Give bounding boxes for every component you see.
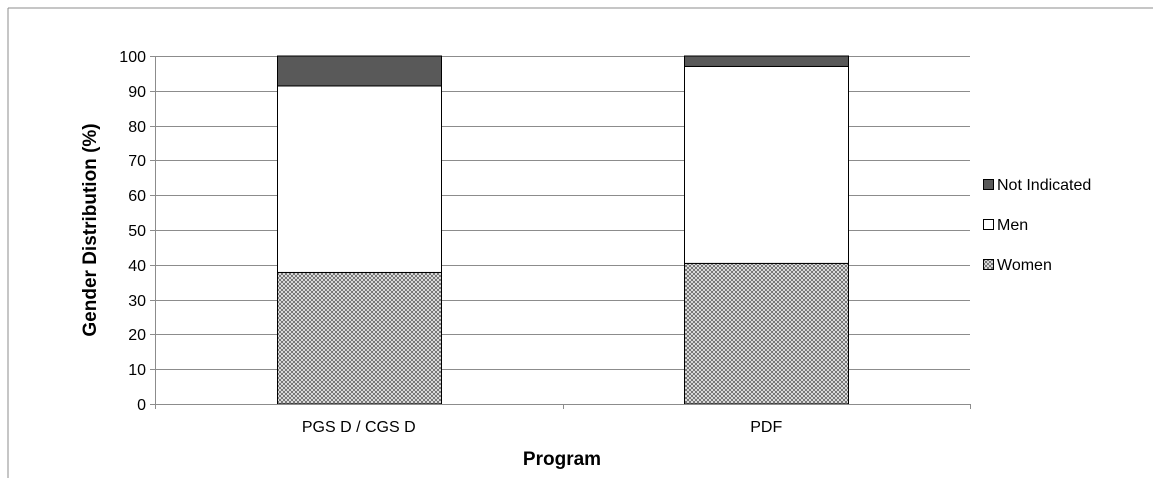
bars <box>277 55 849 405</box>
legend-swatch <box>983 179 994 190</box>
legend-label: Not Indicated <box>997 177 1091 194</box>
axes <box>150 56 971 409</box>
bar-segment-not-indicated <box>277 55 442 87</box>
y-tick-label: 90 <box>128 84 146 101</box>
x-tick-label: PGS D / CGS D <box>302 419 416 436</box>
legend-swatch <box>983 219 994 230</box>
legend-swatch <box>983 259 994 270</box>
bar-segment-not-indicated <box>684 55 849 67</box>
legend-label: Men <box>997 217 1028 234</box>
bar-segment-women <box>684 262 849 405</box>
bar-segment-women <box>277 271 442 405</box>
x-axis-title: Program <box>523 449 601 470</box>
y-tick-label: 10 <box>128 362 146 379</box>
y-axis-title: Gender Distribution (%) <box>80 123 101 336</box>
legend-label: Women <box>997 257 1052 274</box>
y-tick-label: 20 <box>128 327 146 344</box>
x-tick-labels: PGS D / CGS D PDF <box>302 419 783 436</box>
y-tick-label: 30 <box>128 293 146 310</box>
y-tick-label: 60 <box>128 188 146 205</box>
bar-segment-men <box>684 65 849 264</box>
y-tick-label: 80 <box>128 119 146 136</box>
y-tick-labels: 0 10 20 30 40 50 60 70 80 90 100 <box>119 49 146 414</box>
y-tick-label: 0 <box>137 397 146 414</box>
y-tick-label: 40 <box>128 258 146 275</box>
bar-segment-men <box>277 85 442 273</box>
x-tick-label: PDF <box>750 419 782 436</box>
y-tick-label: 50 <box>128 223 146 240</box>
y-tick-label: 100 <box>119 49 146 66</box>
y-tick-label: 70 <box>128 153 146 170</box>
legend: Not Indicated Men Women <box>983 177 1091 274</box>
